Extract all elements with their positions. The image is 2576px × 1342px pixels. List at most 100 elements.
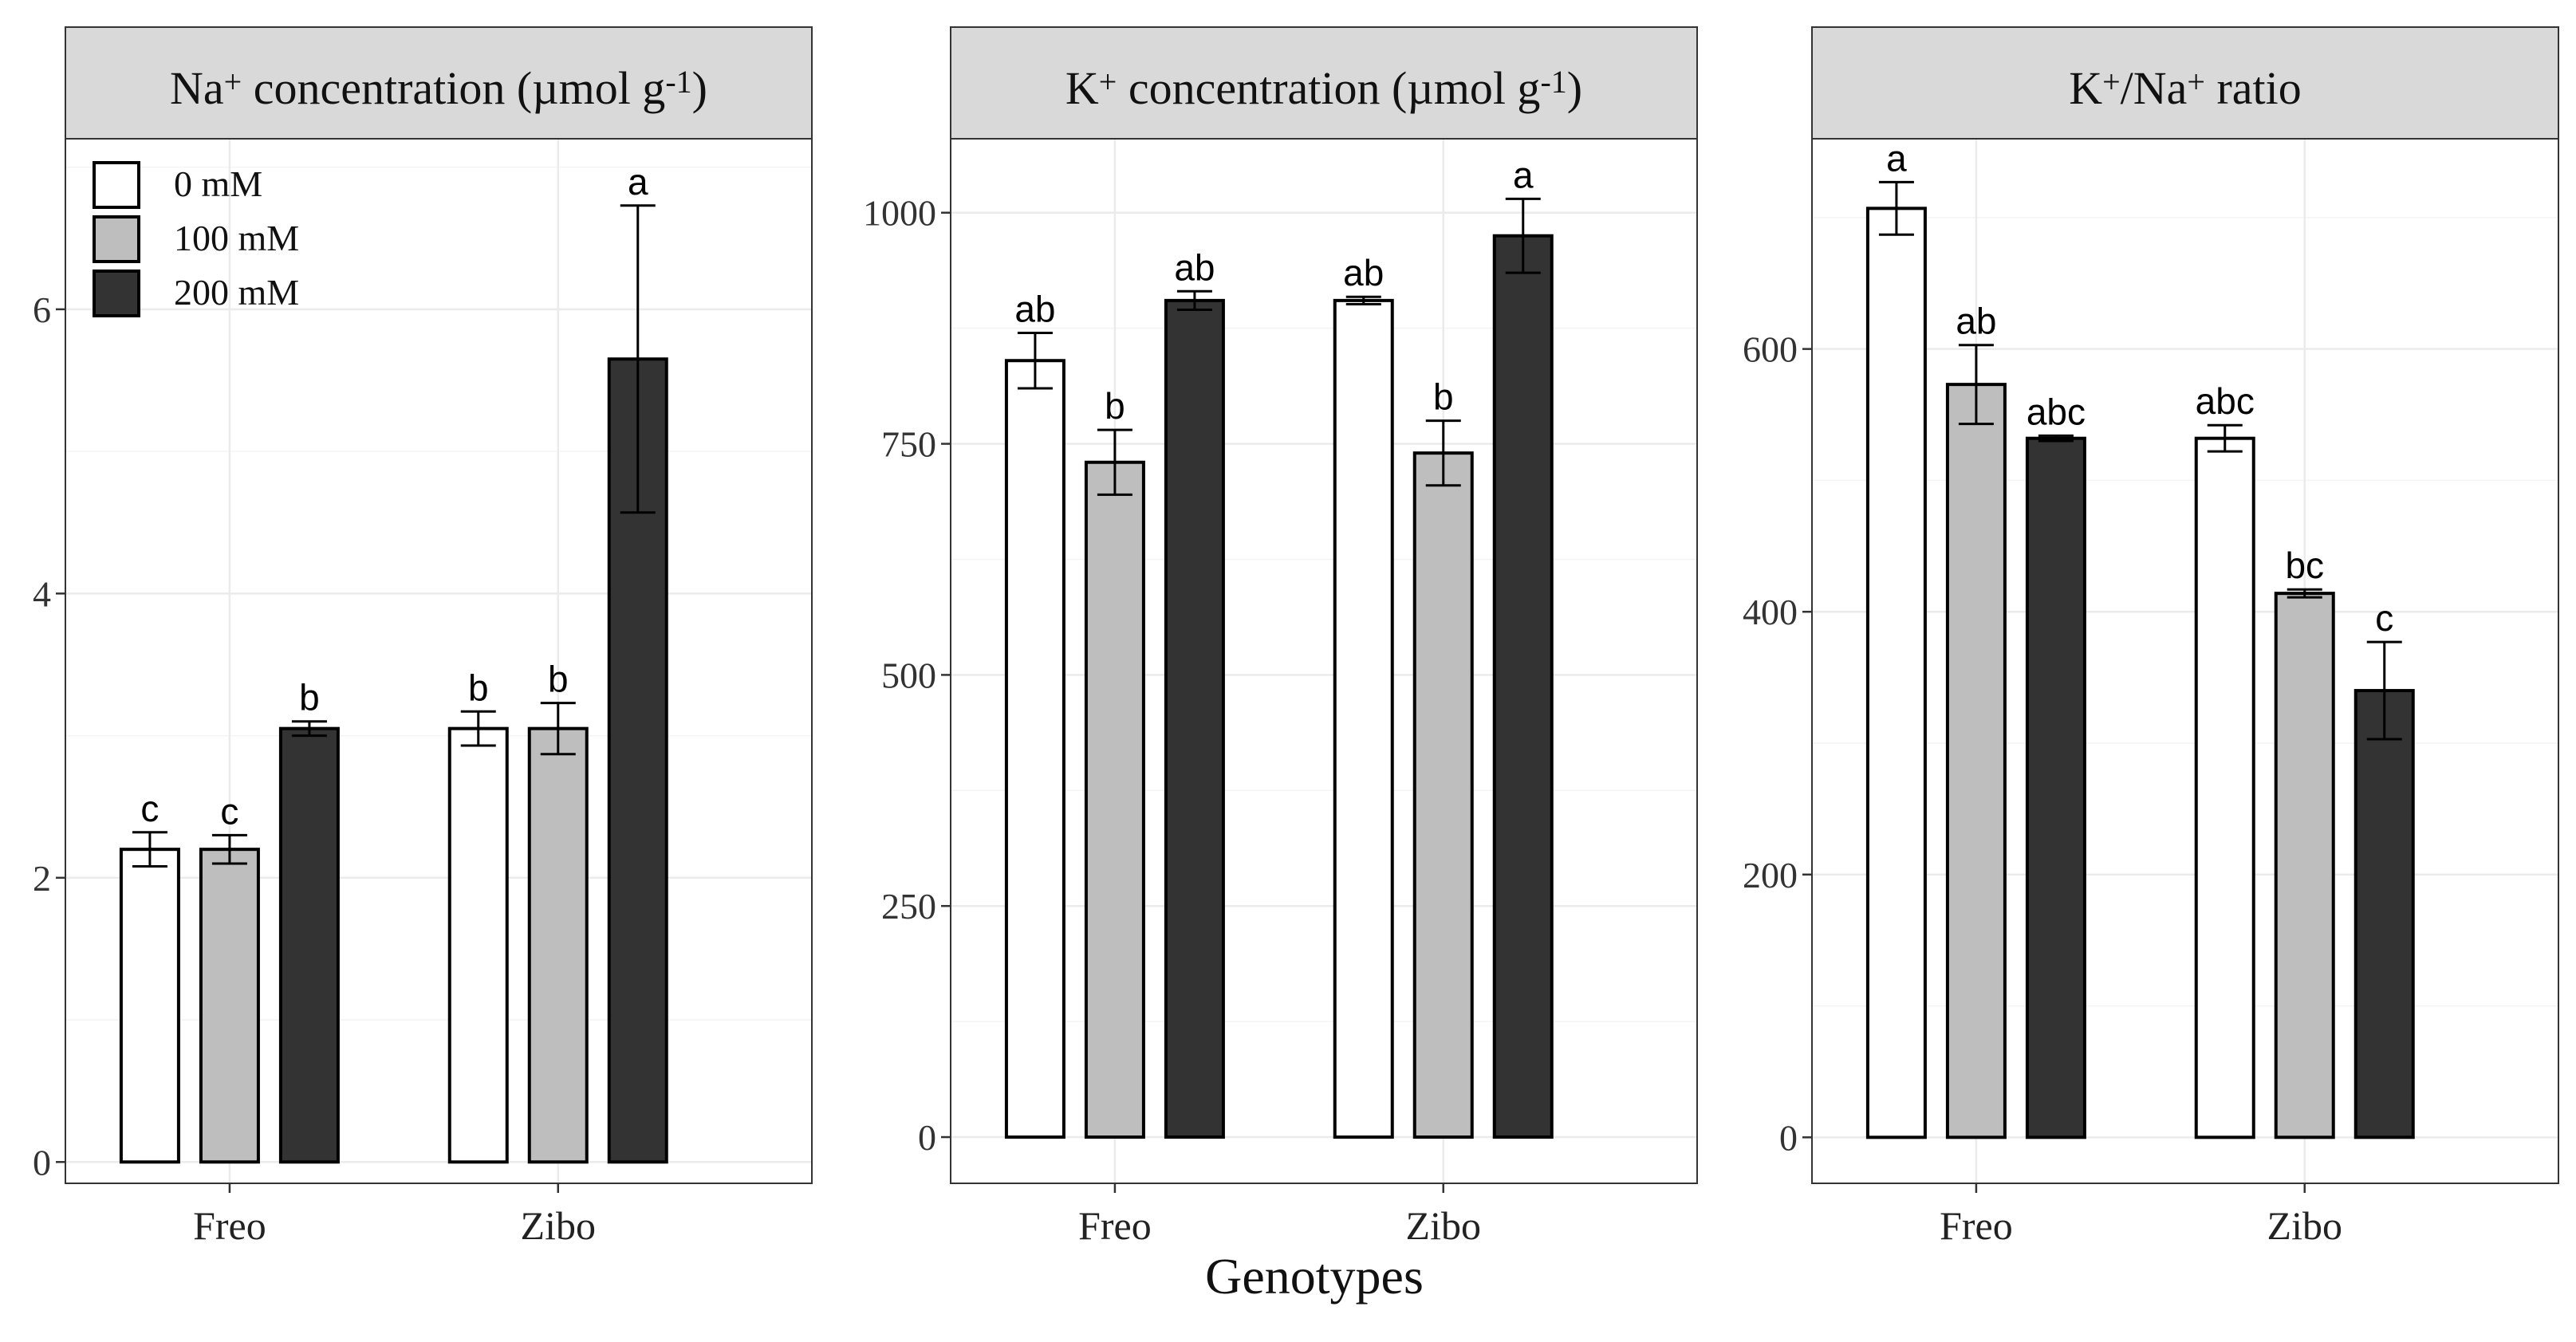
plot-area [951,139,1697,1183]
y-tick-label: 500 [881,655,936,695]
bar-freo-3 [1164,298,1225,1139]
significance-letter: c [140,788,159,829]
significance-letter: b [468,667,489,708]
significance-letter: bc [2285,545,2324,586]
significance-letter: ab [1174,246,1215,288]
title-superscript: + [1099,64,1117,100]
x-tick-label-zibo: Zibo [1406,1203,1481,1248]
panel-1: Na+ concentration (µmol g-1) c b c b b a 0 2 4 6 Fr… [33,26,813,1248]
plot-area [65,139,812,1183]
legend-label: 200 mM [174,272,299,313]
x-tick-label-zibo: Zibo [2267,1203,2342,1248]
significance-letter: a [1886,137,1907,179]
y-tick-label: 0 [33,1142,51,1183]
plot-area [1812,139,2558,1183]
significance-letter: b [1433,376,1454,418]
y-tick-label: 0 [918,1117,936,1158]
error-bar [211,833,247,865]
title-text: concentration (µmol g [1117,62,1540,114]
x-axis: Freo Zibo [193,1183,596,1248]
panel-border [950,138,1698,1184]
x-tick-label-freo: Freo [1940,1203,2013,1248]
bar-zibo-2 [1412,451,1474,1139]
title-text: /Na [2121,62,2188,114]
bar-zibo-1 [2194,436,2255,1139]
title-text: concentration (µmol g [242,62,665,114]
y-tick-label: 0 [1779,1117,1798,1158]
error-bar [1176,289,1212,311]
error-bar [1345,295,1381,306]
bar-freo-3 [278,726,340,1164]
bar-zibo-3 [2353,689,2415,1139]
gridlines [951,139,1697,1183]
y-tick-label: 400 [1743,592,1798,632]
error-bar [2286,588,2322,599]
error-bar [1958,344,1994,426]
y-axis: 0 2 4 6 [33,289,65,1183]
significance-letter: c [2375,597,2393,639]
bar-zibo-2 [527,726,589,1164]
y-tick-label: 4 [33,573,51,614]
bar-freo-2 [1084,460,1145,1139]
x-tick-label-freo: Freo [193,1203,266,1248]
significance-letter: abc [2196,380,2255,422]
title-superscript: + [2102,64,2121,100]
facet-strip [65,26,813,140]
error-bar [1017,331,1053,390]
y-tick-label: 6 [33,289,51,330]
error-bar [1425,419,1461,487]
legend-key [93,161,140,209]
y-tick-label: 250 [881,886,936,927]
error-bar [2366,640,2402,741]
bar-zibo-1 [447,726,509,1164]
bar-zibo-3 [1492,234,1554,1139]
y-tick-label: 2 [33,858,51,899]
y-axis: 0 250 500 750 1000 [863,193,951,1158]
title-text: Na [170,62,224,114]
error-bar [620,204,656,514]
bar-freo-3 [2025,436,2086,1139]
significance-letter: ab [1343,252,1384,293]
error-bar [2038,434,2074,443]
legend-key [93,270,140,317]
x-axis-title: Genotypes [1205,1248,1424,1305]
significance-letter: a [628,161,648,203]
bar-freo-1 [119,848,180,1164]
error-bar [1505,197,1541,274]
significance-letter: a [1513,154,1534,195]
bar-freo-1 [1865,207,1927,1139]
title-text: ratio [2205,62,2302,114]
error-bar [132,831,167,868]
x-axis: Freo Zibo [1078,1183,1481,1248]
y-tick-label: 1000 [863,193,936,234]
legend-label: 0 mM [174,163,262,204]
panel-title: K+/Na+ ratio [2069,62,2302,114]
significance-letter: abc [2027,391,2086,432]
panel-border [65,138,813,1184]
significance-letter: ab [1956,301,1996,342]
x-tick-label-freo: Freo [1078,1203,1152,1248]
bar-freo-1 [1004,359,1065,1139]
title-superscript: + [2187,64,2205,100]
error-bar [2207,423,2243,453]
legend-key [93,215,140,263]
panel-border [1811,138,2559,1184]
error-bar [540,702,576,756]
title-superscript: + [224,64,242,100]
significance-letter: b [548,659,569,700]
title-superscript: -1 [1540,64,1566,100]
significance-letter: c [220,790,238,832]
panel-2: K+ concentration (µmol g-1) ab ab b b ab a 0 250… [863,26,1698,1248]
bar-freo-2 [199,848,260,1164]
y-tick-label: 600 [1743,329,1798,370]
title-text: ) [692,62,707,114]
facet-strip [950,26,1698,140]
panel-title: K+ concentration (µmol g-1) [1065,62,1582,114]
significance-letter: ab [1014,288,1055,329]
title-text: K [2069,62,2102,114]
panel-title: Na+ concentration (µmol g-1) [170,62,707,114]
panels: Na+ concentration (µmol g-1)cbcbba0246Fr… [33,26,2559,1248]
y-tick-label: 750 [881,424,936,465]
error-bar [1878,180,1914,236]
